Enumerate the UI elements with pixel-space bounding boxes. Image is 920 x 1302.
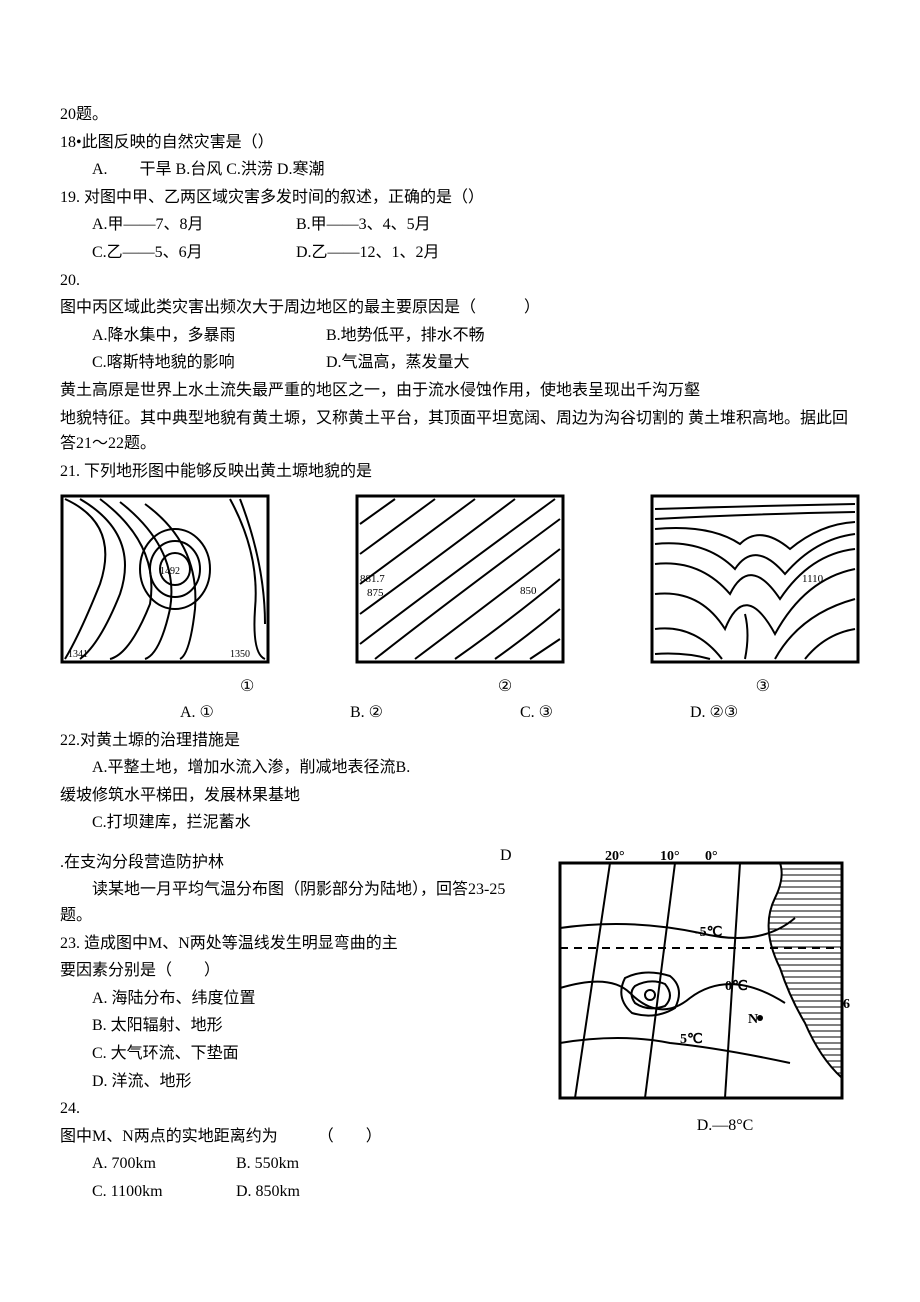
map-iso-p5: 5℃ [680,1032,703,1047]
map-lon-10: 10° [660,849,680,864]
topo1-label-1492: 1492 [160,566,180,577]
topo2-label-875: 875 [367,587,384,599]
q20-num: 20. [60,268,860,294]
q20-intro: 20题。 [60,102,860,128]
q19-row2: C.乙——5、6月 D.乙——12、1、2月 [60,240,860,266]
topo-labels-row: ① ② ③ [60,674,860,700]
topo-label-1: ① [240,674,254,700]
q21-opt-b: B. ② [350,700,520,726]
q19-opt-a: A.甲——7、8月 [92,212,292,238]
q20-opt-b: B.地势低平，排水不畅 [326,327,485,344]
map-iso-m5: -5℃ [695,925,723,940]
map-caption: D.—8°C [530,1113,860,1139]
q20-opt-d: D.气温高，蒸发量大 [326,354,470,371]
q24-row1: A. 700km B. 550km [60,1151,860,1177]
q21-opt-d: D. ②③ [690,700,738,726]
topo-label-2: ② [498,674,512,700]
topo-label-3: ③ [756,674,770,700]
topo1-label-1341: 1341 [68,649,88,660]
map-iso-0: 0℃ [725,979,748,994]
q22-opt-a2: 缓坡修筑水平梯田，发展林果基地 [60,783,860,809]
topo2-label-881: 881.7 [360,573,385,585]
topo-figure-1: 1341 1350 1492 [60,494,270,664]
topo2-label-850: 850 [520,585,537,597]
map-figure: D 20° 10° 0° [530,848,860,1139]
map-lon-0: 0° [705,849,718,864]
q20-row2: C.喀斯特地貌的影响 D.气温高，蒸发量大 [60,350,860,376]
q18-options: A. 干旱 B.台风 C.洪涝 D.寒潮 [60,157,860,183]
q18-stem: 18•此图反映的自然灾害是（） [60,130,860,156]
q24-opt-b: B. 550km [236,1155,299,1172]
q24-row2: C. 1100km D. 850km [60,1179,860,1205]
q22-stem: 22.对黄土塬的治理措施是 [60,728,860,754]
q19-row1: A.甲——7、8月 B.甲——3、4、5月 [60,212,860,238]
q19-opt-c: C.乙——5、6月 [92,240,292,266]
q24-opt-c: C. 1100km [92,1179,232,1205]
q21-22-intro-l2: 地貌特征。其中典型地貌有黄土塬，又称黄土平台，其顶面平坦宽阔、周边为沟谷切割的 … [60,406,860,457]
map-lon-20: 20° [605,849,625,864]
topo-figures-row: 1341 1350 1492 881.7 875 850 [60,494,860,664]
map-n-label: N [748,1012,758,1027]
topo1-label-1350: 1350 [230,649,250,660]
topo-figure-2: 881.7 875 850 [355,494,565,664]
q19-stem: 19. 对图中甲、乙两区域灾害多发时间的叙述，正确的是（） [60,185,860,211]
topo3-label-1110: 1110 [802,573,824,585]
q19-opt-d: D.乙——12、1、2月 [296,244,440,261]
q22-opt-c: C.打坝建库，拦泥蓄水 [60,810,860,836]
q20-stem: 图中丙区域此类灾害出频次大于周边地区的最主要原因是（ ） [60,295,860,321]
q21-opt-c: C. ③ [520,700,690,726]
q20-opt-c: C.喀斯特地貌的影响 [92,350,322,376]
q21-stem: 21. 下列地形图中能够反映出黄土塬地貌的是 [60,459,860,485]
q20-row1: A.降水集中，多暴雨 B.地势低平，排水不畅 [60,323,860,349]
map-d-label: D [500,843,512,869]
q21-opt-a: A. ① [180,700,350,726]
q19-opt-b: B.甲——3、4、5月 [296,216,431,233]
q24-opt-d: D. 850km [236,1183,300,1200]
q22-opt-a: A.平整土地，增加水流入渗，削减地表径流B. [60,755,860,781]
map-lat-60: 60° [843,997,850,1012]
q20-opt-a: A.降水集中，多暴雨 [92,323,322,349]
q21-22-intro-l1: 黄土高原是世界上水土流失最严重的地区之一，由于流水侵蚀作用，使地表呈现出千沟万壑 [60,378,860,404]
q21-options: A. ① B. ② C. ③ D. ②③ [60,700,860,726]
topo-figure-3: 1110 [650,494,860,664]
q24-opt-a: A. 700km [92,1151,232,1177]
